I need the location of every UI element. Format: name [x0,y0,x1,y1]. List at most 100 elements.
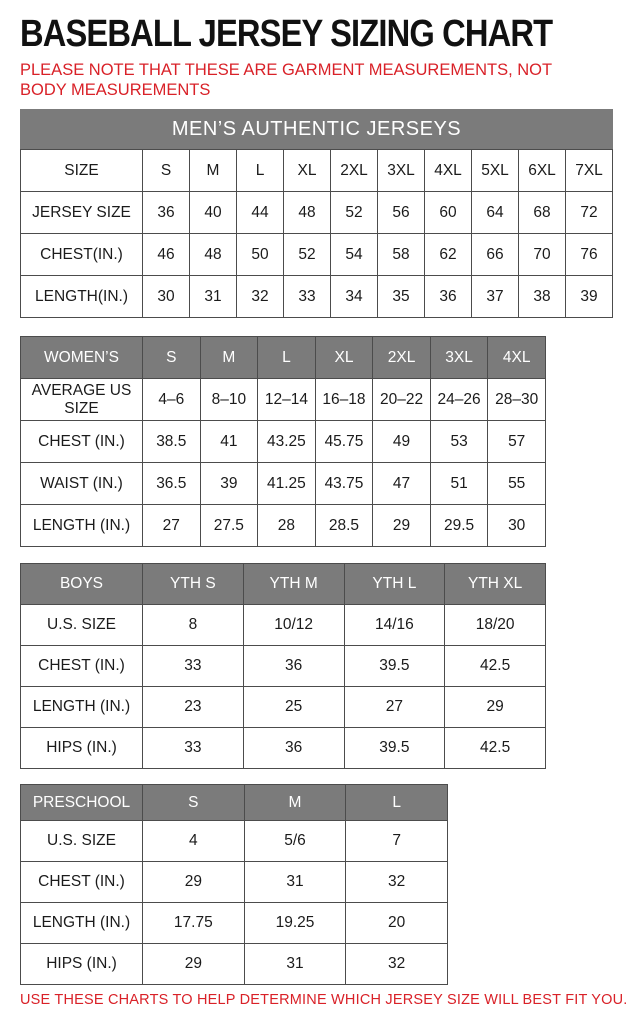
cell-value: 7XL [565,149,613,192]
row-label: JERSEY SIZE [20,191,143,234]
cell-value: 7 [345,820,448,862]
cell-value: 27 [142,504,201,547]
boys-sizing-table: BOYS YTH S YTH M YTH L YTH XL U.S. SIZE 8 10/12… [20,563,546,769]
row-label: LENGTH (IN.) [20,902,143,944]
table-row: CHEST (IN.) 38.5 41 43.25 45.75 49 53 57 [20,420,546,463]
cell-value: 20–22 [372,378,431,421]
cell-value: 55 [487,462,546,505]
cell-value: 40 [189,191,237,234]
cell-value: 56 [377,191,425,234]
cell-value: 31 [243,861,347,903]
row-label: HIPS (IN.) [20,727,143,769]
table-row: WAIST (IN.) 36.5 39 41.25 43.75 47 51 55 [20,462,546,505]
row-label: SIZE [20,149,143,192]
cell-value: 47 [372,462,431,505]
column-header: L [345,784,448,821]
table-row: HIPS (IN.) 29 31 32 [20,943,448,985]
mens-section: MEN’S AUTHENTIC JERSEYS SIZE S M L XL 2XL 3XL 4… [20,109,613,318]
column-header: 4XL [487,336,546,379]
footer-note: USE THESE CHARTS TO HELP DETERMINE WHICH… [20,992,628,1008]
column-header: XL [314,336,374,379]
row-label: HIPS (IN.) [20,943,143,985]
cell-value: 52 [283,233,331,276]
column-header: 2XL [372,336,431,379]
column-header: YTH M [242,563,345,605]
cell-value: 28 [257,504,316,547]
cell-value: S [142,149,190,192]
column-header: M [243,784,347,821]
cell-value: 8 [142,604,244,646]
table-title-cell: PRESCHOOL [20,784,143,821]
cell-value: 10/12 [242,604,345,646]
column-header: YTH XL [444,563,546,605]
cell-value: 33 [142,727,244,769]
cell-value: 38 [518,275,566,318]
cell-value: 4 [142,820,245,862]
table-row: LENGTH(IN.) 30 31 32 33 34 35 36 37 38 39 [20,275,613,318]
table-row: JERSEY SIZE 36 40 44 48 52 56 60 64 68 72 [20,191,613,234]
cell-value: 52 [330,191,378,234]
cell-value: 42.5 [444,727,546,769]
cell-value: 19.25 [243,902,347,944]
table-row: CHEST (IN.) 33 36 39.5 42.5 [20,645,546,687]
cell-value: 27.5 [199,504,259,547]
cell-value: 20 [345,902,448,944]
table-row: HIPS (IN.) 33 36 39.5 42.5 [20,727,546,769]
row-label: U.S. SIZE [20,820,143,862]
cell-value: 53 [429,420,489,463]
cell-value: 29 [142,943,245,985]
cell-value: 25 [242,686,345,728]
cell-value: 39 [199,462,259,505]
cell-value: 36 [242,727,345,769]
cell-value: 36 [424,275,472,318]
cell-value: 39.5 [343,727,446,769]
cell-value: 17.75 [142,902,245,944]
cell-value: 31 [243,943,347,985]
cell-value: 24–26 [429,378,489,421]
cell-value: 44 [236,191,284,234]
cell-value: XL [283,149,331,192]
cell-value: 29 [372,504,431,547]
column-header: S [142,784,245,821]
cell-value: 29 [444,686,546,728]
cell-value: 66 [471,233,519,276]
garment-measurements-note: PLEASE NOTE THAT THESE ARE GARMENT MEASU… [20,61,552,99]
row-label: LENGTH (IN.) [20,504,143,547]
cell-value: 36.5 [142,462,201,505]
cell-value: 12–14 [257,378,316,421]
cell-value: M [189,149,237,192]
cell-value: 16–18 [314,378,374,421]
row-label: LENGTH(IN.) [20,275,143,318]
cell-value: 23 [142,686,244,728]
cell-value: 28–30 [487,378,546,421]
cell-value: 54 [330,233,378,276]
cell-value: 31 [189,275,237,318]
cell-value: 50 [236,233,284,276]
preschool-sizing-table: PRESCHOOL S M L U.S. SIZE 4 5/6 7 CHEST (IN.) 29 3… [20,784,448,985]
womens-section: WOMEN’S S M L XL 2XL 3XL 4XL AVERAGE US SIZE 4–6 8… [20,336,613,547]
cell-value: 43.75 [314,462,374,505]
cell-value: 48 [283,191,331,234]
table-row: LENGTH (IN.) 17.75 19.25 20 [20,902,448,944]
cell-value: 42.5 [444,645,546,687]
cell-value: 32 [236,275,284,318]
cell-value: 49 [372,420,431,463]
mens-banner: MEN’S AUTHENTIC JERSEYS [20,109,613,149]
cell-value: 3XL [377,149,425,192]
cell-value: 62 [424,233,472,276]
page-title: BASEBALL JERSEY SIZING CHART [20,13,553,55]
column-header: M [199,336,259,379]
column-header: 3XL [429,336,489,379]
cell-value: 4–6 [142,378,201,421]
cell-value: 76 [565,233,613,276]
row-label: CHEST (IN.) [20,645,143,687]
cell-value: 60 [424,191,472,234]
header-row: WOMEN’S S M L XL 2XL 3XL 4XL [20,336,546,379]
cell-value: 57 [487,420,546,463]
cell-value: 33 [283,275,331,318]
cell-value: 70 [518,233,566,276]
cell-value: 27 [343,686,446,728]
cell-value: 33 [142,645,244,687]
cell-value: 8–10 [199,378,259,421]
table-row: SIZE S M L XL 2XL 3XL 4XL 5XL 6XL 7XL [20,149,613,192]
